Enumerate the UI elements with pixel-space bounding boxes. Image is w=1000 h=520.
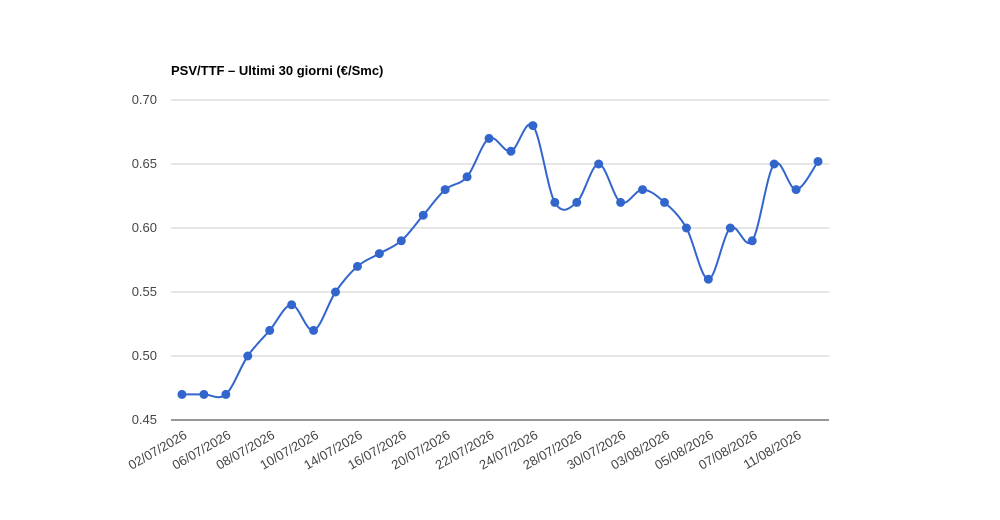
y-tick-label: 0.45	[132, 412, 157, 427]
y-tick-label: 0.55	[132, 284, 157, 299]
data-point	[221, 389, 231, 399]
data-point	[769, 159, 779, 169]
y-tick-label: 0.70	[132, 92, 157, 107]
data-point	[550, 197, 560, 207]
data-point	[374, 249, 384, 259]
data-point	[703, 274, 713, 284]
data-point	[616, 197, 626, 207]
data-point	[331, 287, 340, 297]
data-point	[791, 185, 801, 195]
y-tick-label: 0.60	[132, 220, 157, 235]
y-tick-label: 0.65	[132, 156, 157, 171]
data-point	[352, 261, 362, 271]
data-point	[747, 236, 757, 246]
data-point	[462, 172, 472, 182]
data-point	[243, 351, 253, 361]
data-point	[177, 389, 187, 399]
data-point	[265, 325, 275, 335]
data-point	[199, 389, 209, 399]
data-point	[528, 121, 538, 131]
data-point	[309, 325, 319, 335]
chart-title: PSV/TTF – Ultimi 30 giorni (€/Smc)	[171, 63, 383, 78]
data-point	[660, 197, 669, 207]
data-point	[594, 159, 604, 169]
data-point	[396, 236, 406, 246]
data-point	[725, 223, 735, 233]
data-point	[681, 223, 691, 233]
data-point	[440, 185, 450, 195]
y-tick-label: 0.50	[132, 348, 157, 363]
data-point	[813, 156, 823, 166]
data-point	[484, 133, 494, 143]
data-point	[572, 197, 582, 207]
data-point	[287, 300, 297, 310]
data-point	[418, 210, 428, 220]
data-point	[638, 185, 648, 195]
data-point	[506, 146, 516, 156]
